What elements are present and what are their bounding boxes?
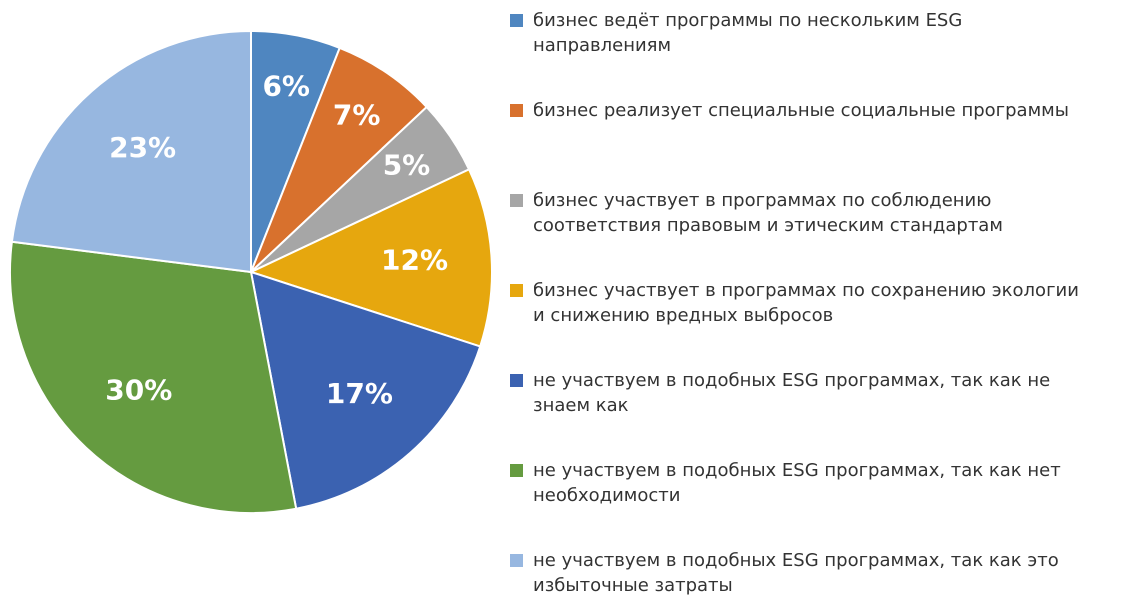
legend-swatch <box>510 284 523 297</box>
legend-label: бизнес реализует специальные социальные … <box>533 100 1069 121</box>
legend-item: не участвуем в подобных ESG программах, … <box>510 548 1110 598</box>
legend-swatch <box>510 464 523 477</box>
data-label: 7% <box>333 99 381 132</box>
legend-item: не участвуем в подобных ESG программах, … <box>510 368 1110 418</box>
pie-slice <box>9 240 298 514</box>
legend-item: не участвуем в подобных ESG программах, … <box>510 458 1110 508</box>
legend-item: бизнес ведёт программы по нескольким ESG… <box>510 8 1110 58</box>
legend-label: не участвуем в подобных ESG программах, … <box>533 460 1061 506</box>
data-label: 12% <box>381 244 448 277</box>
legend-item: бизнес участвует в программах по соблюде… <box>510 188 1110 238</box>
legend-label: бизнес участвует в программах по соблюде… <box>533 190 1003 236</box>
pie-slice <box>249 270 482 510</box>
legend-item: бизнес участвует в программах по сохране… <box>510 278 1110 328</box>
data-label: 6% <box>262 69 310 102</box>
legend-item: бизнес реализует специальные социальные … <box>510 98 1110 123</box>
legend-swatch <box>510 104 523 117</box>
pie-slice <box>248 168 493 348</box>
pie: 6% 7%5% 12% 17% 30% 23% <box>9 29 493 514</box>
pie-slice <box>10 29 252 274</box>
legend-label: не участвуем в подобных ESG программах, … <box>533 550 1059 596</box>
legend-label: бизнес ведёт программы по нескольким ESG… <box>533 10 963 56</box>
legend-swatch <box>510 14 523 27</box>
legend-swatch <box>510 194 523 207</box>
data-label: 23% <box>109 131 176 164</box>
legend-swatch <box>510 554 523 567</box>
pie-slice <box>250 46 429 273</box>
legend-label: не участвуем в подобных ESG программах, … <box>533 370 1051 416</box>
legend-label: бизнес участвует в программах по сохране… <box>533 280 1079 326</box>
data-label: 17% <box>326 377 393 410</box>
legend-swatch <box>510 374 523 387</box>
data-label: 5% <box>383 148 431 181</box>
data-label: 30% <box>105 373 172 406</box>
